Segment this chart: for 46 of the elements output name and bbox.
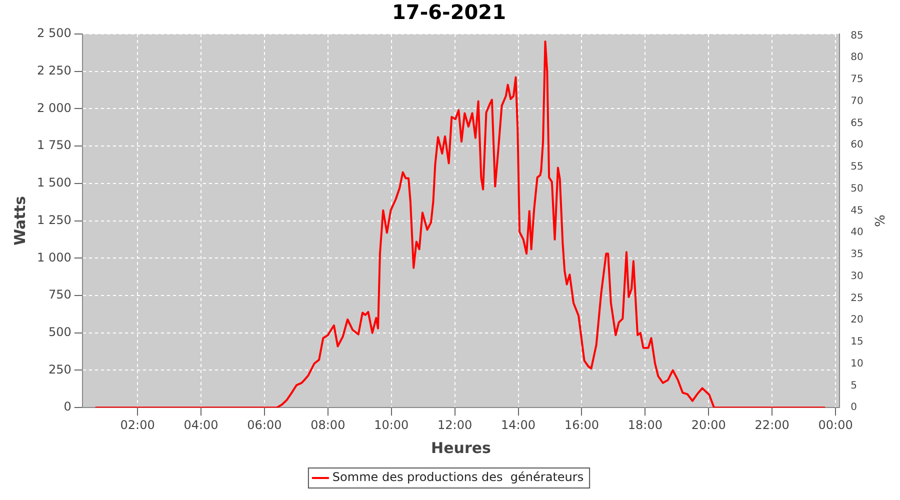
x-axis-title: Heures xyxy=(431,438,492,457)
legend-label: Somme des productions des générateurs xyxy=(332,470,584,484)
x-tick-label: 14:00 xyxy=(500,418,536,432)
y-tick-label: 1 000 xyxy=(36,250,72,264)
y-tick-label: 1 250 xyxy=(36,212,72,227)
y-tick-label: 0 xyxy=(64,400,72,414)
y-tick-label: 2 000 xyxy=(36,100,72,115)
y-tick-label: 250 xyxy=(48,362,72,376)
x-tick-label: 18:00 xyxy=(628,418,662,432)
x-tick-label: 22:00 xyxy=(754,418,790,432)
y2-tick-label: 85 xyxy=(850,30,864,42)
chart-title: 17-6-2021 xyxy=(392,0,506,24)
y2-tick-label: 80 xyxy=(850,52,864,64)
y2-tick-label: 40 xyxy=(850,227,864,238)
y2-tick-label: 30 xyxy=(850,270,864,282)
y-tick-label: 500 xyxy=(48,325,72,340)
y2-tick-label: 55 xyxy=(850,162,864,173)
y2-tick-label: 20 xyxy=(850,314,864,326)
x-tick-label: 04:00 xyxy=(184,418,218,432)
y2-tick-label: 60 xyxy=(850,140,864,151)
y-tick-label: 1 750 xyxy=(36,138,72,152)
x-tick-label: 20:00 xyxy=(691,418,726,432)
x-tick-label: 06:00 xyxy=(247,418,282,432)
y2-tick-label: 15 xyxy=(850,336,864,348)
y2-tick-label: 70 xyxy=(850,96,864,107)
y2-tick-label: 50 xyxy=(850,183,864,194)
y-tick-label: 1 500 xyxy=(36,176,72,190)
x-tick-label: 16:00 xyxy=(564,418,600,432)
x-tick-label: 10:00 xyxy=(374,418,409,432)
y-axis-title: Watts xyxy=(10,196,29,246)
y2-tick-label: 5 xyxy=(850,380,858,392)
x-tick-label: 12:00 xyxy=(438,418,472,432)
x-tick-label: 00:00 xyxy=(818,418,853,432)
y2-tick-label: 35 xyxy=(850,249,864,260)
y-tick-label: 2 250 xyxy=(36,63,72,78)
x-tick-label: 02:00 xyxy=(120,418,155,432)
x-tick-label: 08:00 xyxy=(310,418,346,432)
y2-tick-label: 45 xyxy=(850,205,864,216)
y2-tick-label: 10 xyxy=(850,358,864,370)
y2-tick-label: 65 xyxy=(850,118,864,129)
y-tick-label: 750 xyxy=(48,288,72,302)
y-tick-label: 2 500 xyxy=(36,26,72,40)
y2-tick-label: 0 xyxy=(850,402,858,414)
y2-tick-label: 25 xyxy=(850,292,864,304)
y2-tick-label: 75 xyxy=(850,74,864,86)
y2-axis-title: % xyxy=(870,214,886,227)
